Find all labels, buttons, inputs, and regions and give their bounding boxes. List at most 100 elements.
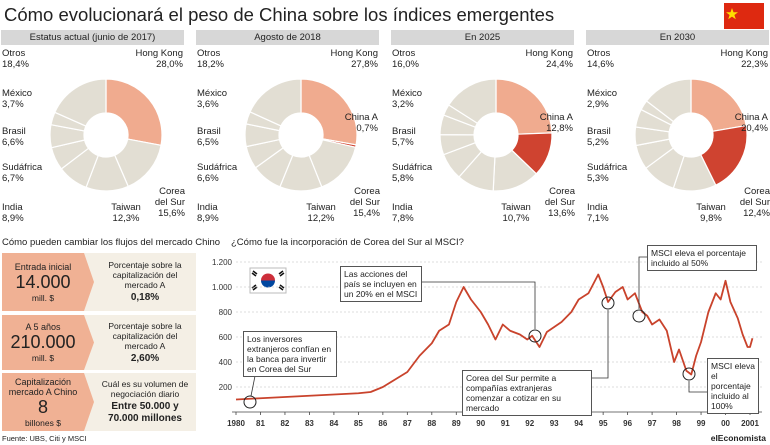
pie-slice — [690, 78, 747, 132]
pie-slice — [300, 78, 358, 146]
slice-label: Brasil 6,6% — [2, 126, 54, 148]
x-tick-label: 83 — [305, 419, 314, 428]
slice-value: 5,2% — [587, 137, 609, 148]
slice-value: 0,7% — [356, 123, 378, 134]
x-tick-label: 81 — [256, 419, 265, 428]
slice-value: 8,9% — [197, 213, 219, 224]
brand: elEconomista — [710, 433, 766, 443]
x-tick-label: 87 — [403, 419, 412, 428]
slice-value: 12,2% — [307, 213, 335, 224]
slice-value: 16,0% — [392, 59, 419, 70]
flow-amount: 8 — [37, 396, 48, 417]
slice-value: 5,7% — [392, 137, 414, 148]
annotation: MSCI eleva el porcentaje incluido al 50% — [647, 245, 757, 271]
pie-slice — [645, 78, 692, 123]
slice-label: Taiwan 12,3% — [100, 202, 152, 224]
flow-result: 0,18% — [130, 292, 160, 303]
x-tick-label: 82 — [280, 419, 289, 428]
slice-name: India — [392, 202, 413, 213]
korea-flag — [249, 267, 287, 294]
flow-result-bg — [84, 373, 196, 431]
x-tick-label: 92 — [525, 419, 534, 428]
flow-output: Porcentaje sobre la capitalización del m… — [96, 315, 194, 370]
slice-label: India 8,9% — [197, 202, 249, 224]
flow-metric: Porcentaje sobre la capitalización del m… — [108, 320, 182, 351]
panel-title: En 2030 — [659, 32, 696, 43]
x-tick-label: 86 — [378, 419, 387, 428]
flow-amount: 14.000 — [15, 271, 71, 292]
leader-line — [250, 375, 256, 397]
slice-value: 10,7% — [502, 213, 530, 224]
y-tick-label: 400 — [219, 358, 233, 367]
annotation: MSCI eleva el porcentaje incluido al 100… — [707, 358, 759, 414]
flow-metric: Porcentaje sobre la capitalización del m… — [108, 260, 182, 290]
flow-result-bg — [84, 315, 196, 370]
pie-slice — [495, 78, 553, 135]
x-tick-label: 89 — [452, 419, 461, 428]
slice-name: Brasil — [587, 126, 611, 137]
x-tick-label: 00 — [721, 419, 730, 428]
flow-input: A 5 años 210.000 mill. $ — [2, 315, 84, 370]
slice-label: India 8,9% — [2, 202, 54, 224]
annotation: Corea del Sur permite a compañías extran… — [462, 370, 592, 416]
slice-name: Brasil — [197, 126, 221, 137]
slice-name: Hong Kong — [135, 48, 183, 59]
x-tick-label: 98 — [672, 419, 681, 428]
slice-name: Otros — [2, 48, 26, 59]
data-line — [235, 273, 754, 401]
slice-name: India — [197, 202, 218, 213]
flow-input-bg — [2, 253, 94, 311]
slice-label: Corea del Sur 13,6% — [539, 186, 575, 219]
slice-name: Otros — [392, 48, 416, 59]
slice-label: Otros 16,0% — [392, 48, 444, 70]
slice-value: 3,2% — [392, 99, 414, 110]
slice-label: Hong Kong 22,3% — [716, 48, 768, 70]
leader-line — [421, 281, 536, 329]
event-marker — [243, 395, 257, 409]
slice-name: Corea del Sur — [154, 186, 185, 208]
slice-name: Brasil — [392, 126, 416, 137]
slice-name: México — [392, 88, 423, 99]
x-tick-label: 88 — [427, 419, 436, 428]
slice-value: 7,8% — [392, 213, 414, 224]
x-tick-label: 1980 — [227, 419, 245, 428]
flow-input-bg — [2, 315, 94, 370]
flow-output: Cuál es su volumen de negociación diario… — [96, 373, 194, 431]
slice-name: Sudáfrica — [197, 162, 238, 173]
slice-name: Hong Kong — [720, 48, 768, 59]
slice-value: 3,7% — [2, 99, 24, 110]
slice-label: Otros 14,6% — [587, 48, 639, 70]
slice-label: China A 20,4% — [716, 112, 768, 134]
flow-input-bg — [2, 373, 94, 431]
flow-result: Entre 50.000 y 70.000 millones — [108, 401, 182, 424]
slice-label: Otros 18,2% — [197, 48, 249, 70]
chart-title: ¿Cómo fue la incorporación de Corea del … — [231, 237, 464, 248]
page-title: Cómo evolucionará el peso de China sobre… — [4, 4, 555, 25]
slice-name: Sudáfrica — [587, 162, 628, 173]
x-tick-label: 90 — [476, 419, 485, 428]
slice-value: 5,8% — [392, 173, 414, 184]
slice-name: Brasil — [2, 126, 26, 137]
pie-slice — [54, 78, 107, 127]
flag-trigrams — [251, 270, 285, 291]
slice-value: 18,2% — [197, 59, 224, 70]
panel-title: Agosto de 2018 — [254, 32, 321, 43]
y-tick-label: 200 — [219, 383, 233, 392]
slice-name: Taiwan — [696, 202, 726, 213]
panel-header — [391, 30, 574, 45]
x-tick-label: 93 — [550, 419, 559, 428]
slice-label: Sudáfrica 6,6% — [197, 162, 249, 184]
flow-result: 2,60% — [130, 352, 160, 364]
slice-label: Corea del Sur 15,6% — [149, 186, 185, 219]
slice-name: Taiwan — [306, 202, 336, 213]
flow-input: Entrada inicial 14.000 mill. $ — [2, 253, 84, 311]
slice-name: Corea del Sur — [739, 186, 770, 208]
slice-value: 12,8% — [546, 123, 573, 134]
panel-title: Estatus actual (junio de 2017) — [29, 32, 156, 43]
annotation: Los inversores extranjeros confían en la… — [243, 331, 337, 377]
flow-metric: Cuál es su volumen de negociación diario — [101, 379, 189, 399]
event-marker — [601, 296, 615, 310]
slice-label: Brasil 5,2% — [587, 126, 639, 148]
slice-name: Corea del Sur — [349, 186, 380, 208]
